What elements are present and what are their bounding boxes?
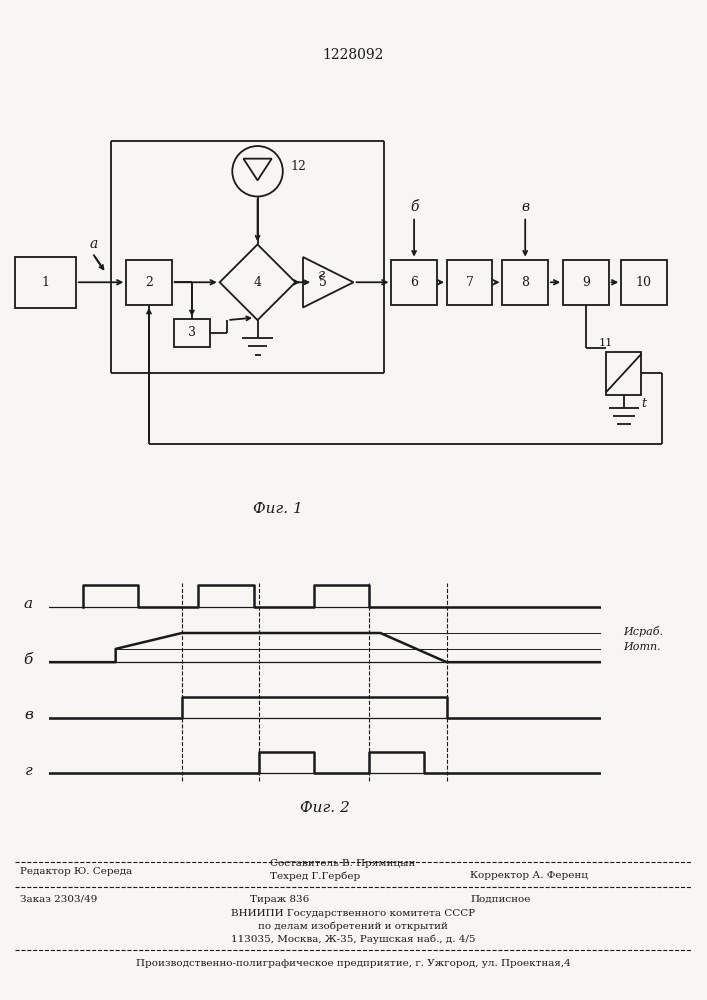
Text: Корректор А. Ференц: Корректор А. Ференц [470, 871, 588, 880]
Text: 2: 2 [145, 276, 153, 289]
Text: г: г [25, 764, 33, 778]
Text: Производственно-полиграфическое предприятие, г. Ужгород, ул. Проектная,4: Производственно-полиграфическое предприя… [136, 958, 571, 968]
Text: Заказ 2303/49: Заказ 2303/49 [20, 894, 98, 904]
Text: 9: 9 [582, 276, 590, 289]
Text: в: в [24, 708, 33, 722]
Text: а: а [24, 597, 33, 611]
Text: Фиг. 1: Фиг. 1 [253, 502, 303, 516]
Text: Тираж 836: Тираж 836 [250, 894, 309, 904]
Text: Техред Г.Гербер: Техред Г.Гербер [270, 871, 361, 881]
Text: 1228092: 1228092 [323, 48, 384, 62]
Text: 6: 6 [410, 276, 418, 289]
Text: а: а [89, 237, 98, 251]
Text: Иотп.: Иотп. [623, 642, 660, 652]
Text: 5: 5 [320, 276, 327, 289]
Text: 8: 8 [521, 276, 530, 289]
Text: по делам изобретений и открытий: по делам изобретений и открытий [258, 921, 448, 931]
Text: Фиг. 2: Фиг. 2 [300, 801, 350, 815]
Text: 7: 7 [466, 276, 474, 289]
Text: ВНИИПИ Государственного комитета СССР: ВНИИПИ Государственного комитета СССР [231, 908, 475, 918]
Text: Исраб.: Исраб. [623, 626, 663, 637]
Text: г: г [318, 268, 325, 282]
Text: 4: 4 [254, 276, 262, 289]
Text: 1: 1 [42, 276, 49, 289]
Text: б: б [410, 200, 419, 214]
Text: 113035, Москва, Ж-35, Раушская наб., д. 4/5: 113035, Москва, Ж-35, Раушская наб., д. … [230, 934, 475, 944]
Text: Редактор Ю. Середа: Редактор Ю. Середа [20, 867, 132, 876]
Text: t: t [641, 397, 646, 410]
Text: 11: 11 [599, 338, 613, 348]
Text: 12: 12 [291, 160, 306, 173]
Text: 3: 3 [188, 326, 196, 339]
Text: Составитель В. Прямицын: Составитель В. Прямицын [270, 859, 416, 868]
Text: б: б [24, 652, 33, 666]
Text: Подписное: Подписное [470, 894, 530, 904]
Text: 10: 10 [636, 276, 652, 289]
Text: в: в [521, 200, 530, 214]
